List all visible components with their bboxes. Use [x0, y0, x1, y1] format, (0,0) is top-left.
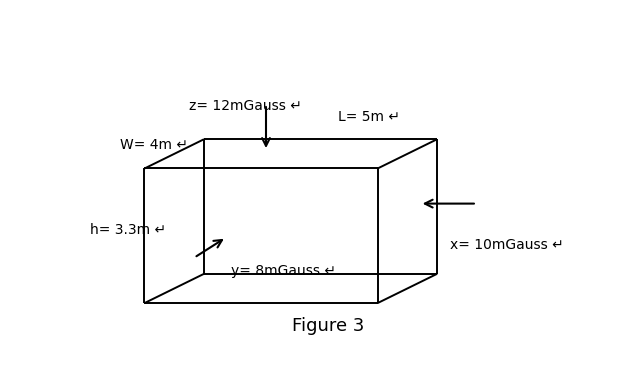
Text: L= 5m ↵: L= 5m ↵	[338, 110, 400, 124]
Text: h= 3.3m ↵: h= 3.3m ↵	[90, 223, 166, 237]
Text: x= 10mGauss ↵: x= 10mGauss ↵	[449, 238, 563, 252]
Text: z= 12mGauss ↵: z= 12mGauss ↵	[189, 98, 302, 112]
Text: Figure 3: Figure 3	[292, 318, 364, 336]
Text: y= 8mGauss ↵: y= 8mGauss ↵	[231, 264, 336, 278]
Text: W= 4m ↵: W= 4m ↵	[120, 138, 188, 152]
